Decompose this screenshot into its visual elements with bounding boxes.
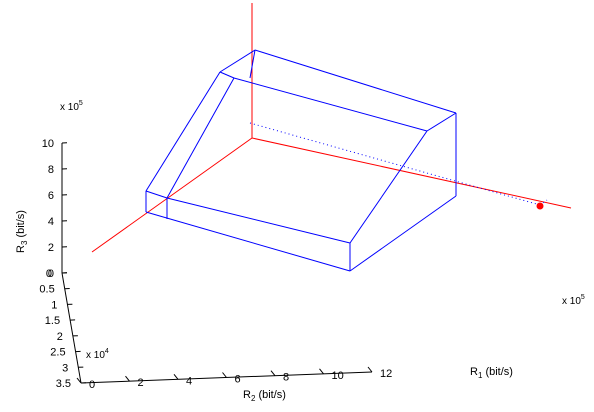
region-edge — [166, 77, 235, 199]
red-axis-r2 — [91, 137, 253, 253]
r3-tick-label: 4 — [48, 216, 54, 228]
r1-tick-label: 2 — [138, 377, 144, 389]
axes-frame — [61, 142, 373, 384]
r1-tick-mark — [367, 366, 373, 373]
r1-axis-label: R1 (bit/s) — [470, 366, 513, 380]
r2-tick-label: 3 — [62, 362, 68, 374]
region-edge — [219, 71, 235, 79]
r3-tick-label: 6 — [48, 190, 54, 202]
r1-tick-mark — [76, 377, 82, 384]
r2-tick-label: 1.5 — [45, 315, 60, 327]
r2-axis-label: R2 (bit/s) — [243, 389, 286, 403]
r1-tick-label: 6 — [235, 374, 241, 386]
region-edge — [249, 49, 256, 79]
r2-tick-label: 1 — [51, 299, 57, 311]
r1-tick-mark — [222, 372, 227, 378]
region-edge — [166, 197, 351, 244]
red-axis-r1 — [251, 137, 572, 209]
guide-lines — [249, 122, 548, 210]
r3-multiplier: x 105 — [60, 100, 83, 113]
r2-tick-label: 0.5 — [39, 284, 54, 296]
region-edge — [145, 211, 351, 272]
region-edge — [145, 71, 221, 192]
rate-region — [145, 49, 457, 272]
r3-tick-label: 2 — [48, 242, 54, 254]
r1-tick-label: 12 — [380, 368, 392, 380]
r2-tick-label: 2.5 — [50, 347, 65, 359]
region-edge — [219, 49, 256, 73]
r2-tick-label: 0 — [46, 268, 52, 280]
r1-tick-mark — [125, 375, 130, 382]
r1-tick-label: 10 — [332, 370, 344, 382]
region-edge — [145, 190, 168, 199]
region-edge — [254, 49, 457, 114]
region-edge — [349, 195, 457, 272]
guide-line-tail — [539, 199, 548, 206]
r1-tick-mark — [173, 373, 179, 380]
region-edge — [426, 112, 457, 132]
r1-multiplier: x 105 — [562, 294, 585, 307]
r2-tick-label: 3.5 — [56, 378, 71, 390]
guide-line — [249, 122, 541, 206]
r2-tick-label: 2 — [57, 331, 63, 343]
r2-axis-line — [61, 272, 82, 384]
r1-tick-label: 4 — [186, 375, 192, 387]
r2-multiplier: x 104 — [86, 348, 109, 361]
r1-tick-label: 0 — [89, 379, 95, 391]
r1-tick-mark — [319, 368, 324, 375]
region-edge — [233, 77, 428, 132]
region-edge — [349, 130, 428, 244]
r3-axis-label: R3 (bit/s) — [15, 210, 29, 253]
r3-tick-label: 0 — [48, 268, 54, 280]
r1-tick-label: 8 — [283, 372, 289, 384]
r1-tick-mark — [270, 370, 276, 377]
coordinate-axes — [91, 3, 572, 253]
r3-tick-label: 8 — [48, 164, 54, 176]
operating-point — [536, 202, 544, 210]
r3-tick-label: 10 — [42, 138, 54, 150]
